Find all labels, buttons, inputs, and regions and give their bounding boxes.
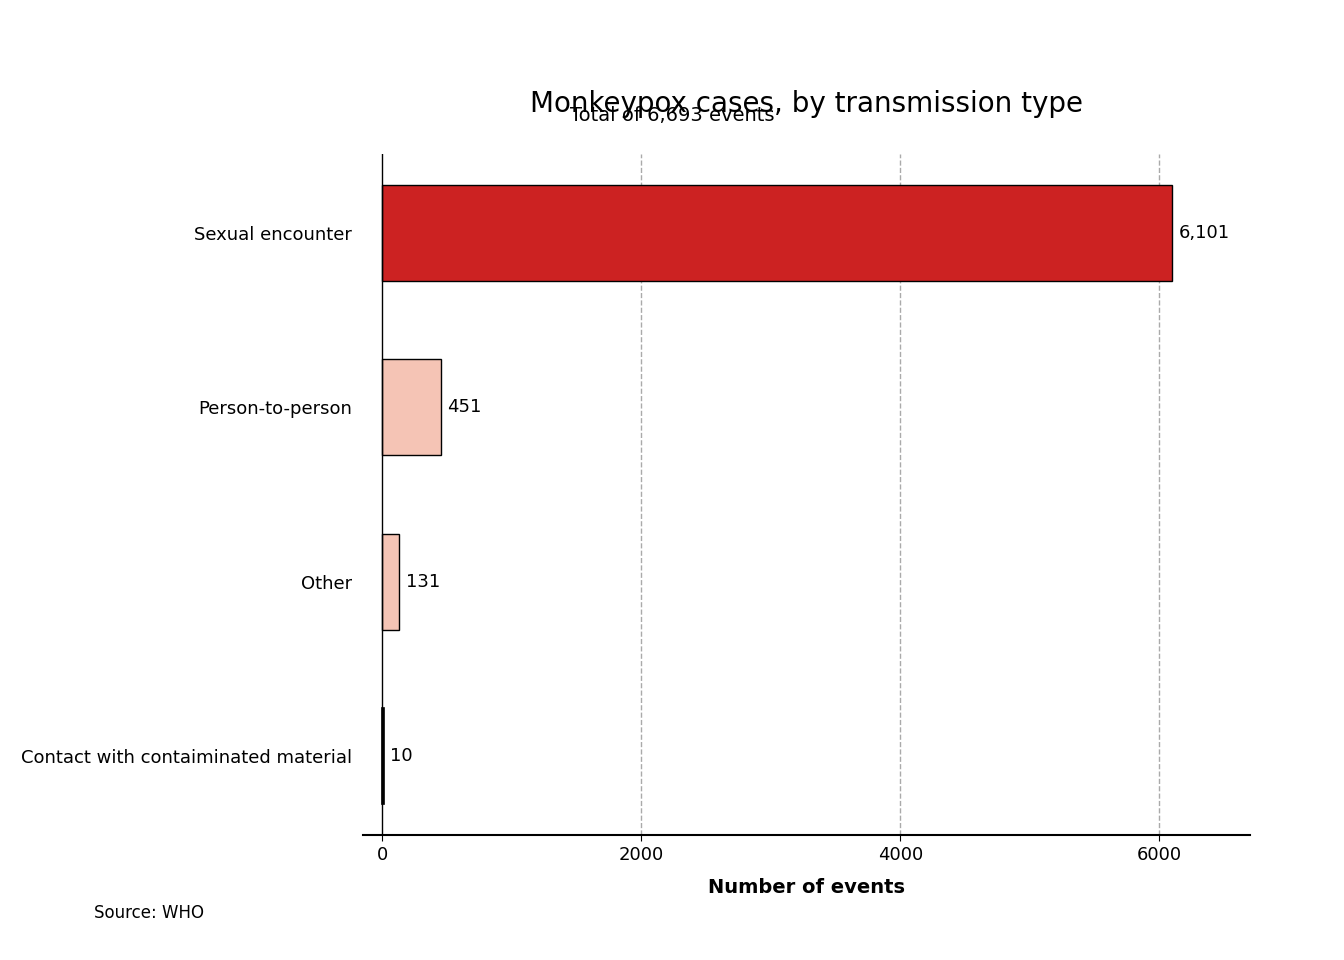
Text: Total of 6,693 events: Total of 6,693 events (570, 106, 774, 125)
Title: Monkeypox cases, by transmission type: Monkeypox cases, by transmission type (530, 90, 1083, 118)
Text: 10: 10 (390, 747, 413, 765)
Text: 131: 131 (406, 573, 439, 590)
Bar (382, 184, 1172, 280)
Text: 451: 451 (448, 398, 481, 416)
Bar (382, 534, 399, 630)
Bar (382, 359, 441, 455)
X-axis label: Number of events: Number of events (708, 877, 905, 897)
Text: 6,101: 6,101 (1179, 224, 1230, 242)
Text: Source: WHO: Source: WHO (94, 903, 204, 922)
